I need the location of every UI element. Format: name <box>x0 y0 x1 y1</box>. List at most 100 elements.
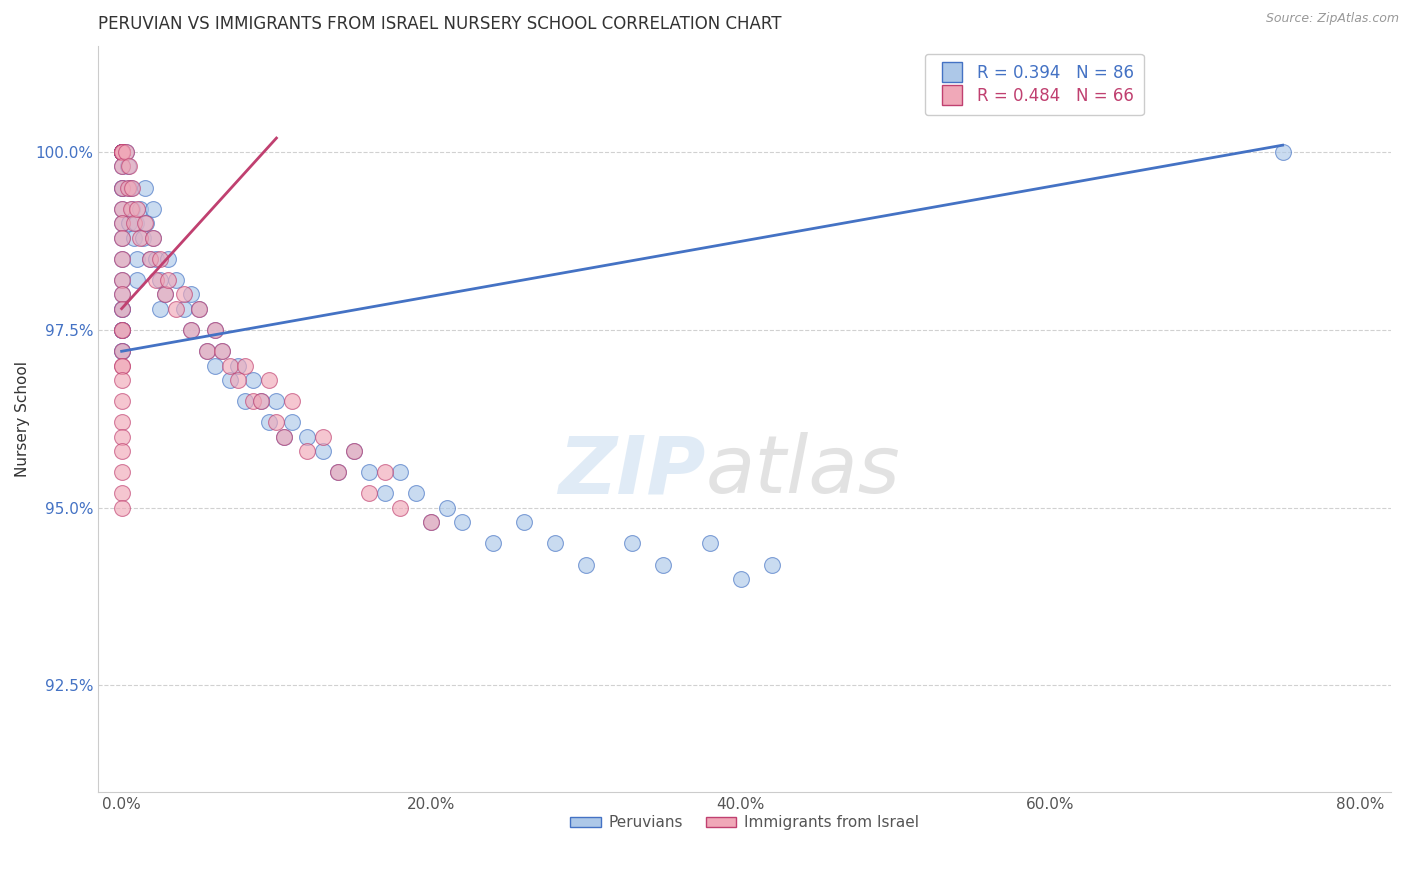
Point <box>111 160 134 174</box>
Point <box>374 465 396 479</box>
Point <box>153 287 176 301</box>
Point <box>138 252 160 266</box>
Legend: Peruvians, Immigrants from Israel: Peruvians, Immigrants from Israel <box>564 809 925 837</box>
Point <box>621 536 644 550</box>
Point <box>544 536 567 550</box>
Point <box>111 287 134 301</box>
Point <box>1271 145 1294 160</box>
Point <box>121 202 143 216</box>
Point <box>145 252 167 266</box>
Point <box>359 465 381 479</box>
Point <box>111 145 134 160</box>
Point <box>127 202 149 216</box>
Point <box>127 273 149 287</box>
Point <box>343 443 366 458</box>
Point <box>111 465 134 479</box>
Text: Source: ZipAtlas.com: Source: ZipAtlas.com <box>1265 12 1399 25</box>
Point <box>153 287 176 301</box>
Point <box>120 202 142 216</box>
Point <box>142 230 165 244</box>
Point <box>211 344 233 359</box>
Point <box>115 145 138 160</box>
Point <box>111 202 134 216</box>
Point <box>211 344 233 359</box>
Point <box>111 181 134 195</box>
Point <box>111 344 134 359</box>
Point <box>652 558 675 572</box>
Point <box>111 145 134 160</box>
Point <box>343 443 366 458</box>
Point <box>226 359 249 373</box>
Point <box>111 273 134 287</box>
Point <box>111 344 134 359</box>
Point <box>328 465 350 479</box>
Point <box>250 394 273 409</box>
Point <box>219 373 242 387</box>
Point <box>111 443 134 458</box>
Point <box>436 500 458 515</box>
Point <box>111 287 134 301</box>
Point <box>273 429 295 443</box>
Point <box>127 252 149 266</box>
Point <box>180 323 202 337</box>
Point <box>134 216 156 230</box>
Point <box>120 181 142 195</box>
Point <box>111 145 134 160</box>
Point <box>188 301 211 316</box>
Point <box>195 344 218 359</box>
Point <box>122 230 145 244</box>
Point <box>111 500 134 515</box>
Point <box>312 429 335 443</box>
Point <box>121 181 143 195</box>
Point <box>420 515 443 529</box>
Point <box>142 230 165 244</box>
Point <box>273 429 295 443</box>
Point <box>266 416 288 430</box>
Point <box>575 558 598 572</box>
Point <box>118 181 141 195</box>
Point <box>132 230 155 244</box>
Point <box>111 486 134 500</box>
Point <box>389 465 412 479</box>
Point <box>111 145 134 160</box>
Point <box>173 301 195 316</box>
Point <box>180 287 202 301</box>
Point <box>111 145 134 160</box>
Point <box>129 230 152 244</box>
Y-axis label: Nursery School: Nursery School <box>15 360 30 477</box>
Point <box>165 273 187 287</box>
Point <box>204 323 226 337</box>
Point <box>257 373 280 387</box>
Point <box>118 160 141 174</box>
Text: atlas: atlas <box>706 432 901 510</box>
Point <box>281 394 304 409</box>
Point <box>204 359 226 373</box>
Point <box>111 160 134 174</box>
Point <box>297 429 319 443</box>
Point <box>117 160 139 174</box>
Point <box>122 216 145 230</box>
Point <box>111 202 134 216</box>
Point <box>111 373 134 387</box>
Point <box>111 323 134 337</box>
Point <box>111 416 134 430</box>
Point <box>111 323 134 337</box>
Point <box>451 515 474 529</box>
Point <box>111 429 134 443</box>
Point <box>374 486 396 500</box>
Point <box>111 145 134 160</box>
Point <box>111 230 134 244</box>
Point <box>730 572 752 586</box>
Point <box>111 230 134 244</box>
Point <box>359 486 381 500</box>
Point <box>219 359 242 373</box>
Point <box>266 394 288 409</box>
Point <box>257 416 280 430</box>
Point <box>111 359 134 373</box>
Point <box>328 465 350 479</box>
Point <box>111 145 134 160</box>
Text: ZIP: ZIP <box>558 432 706 510</box>
Point <box>420 515 443 529</box>
Point <box>142 202 165 216</box>
Point <box>117 181 139 195</box>
